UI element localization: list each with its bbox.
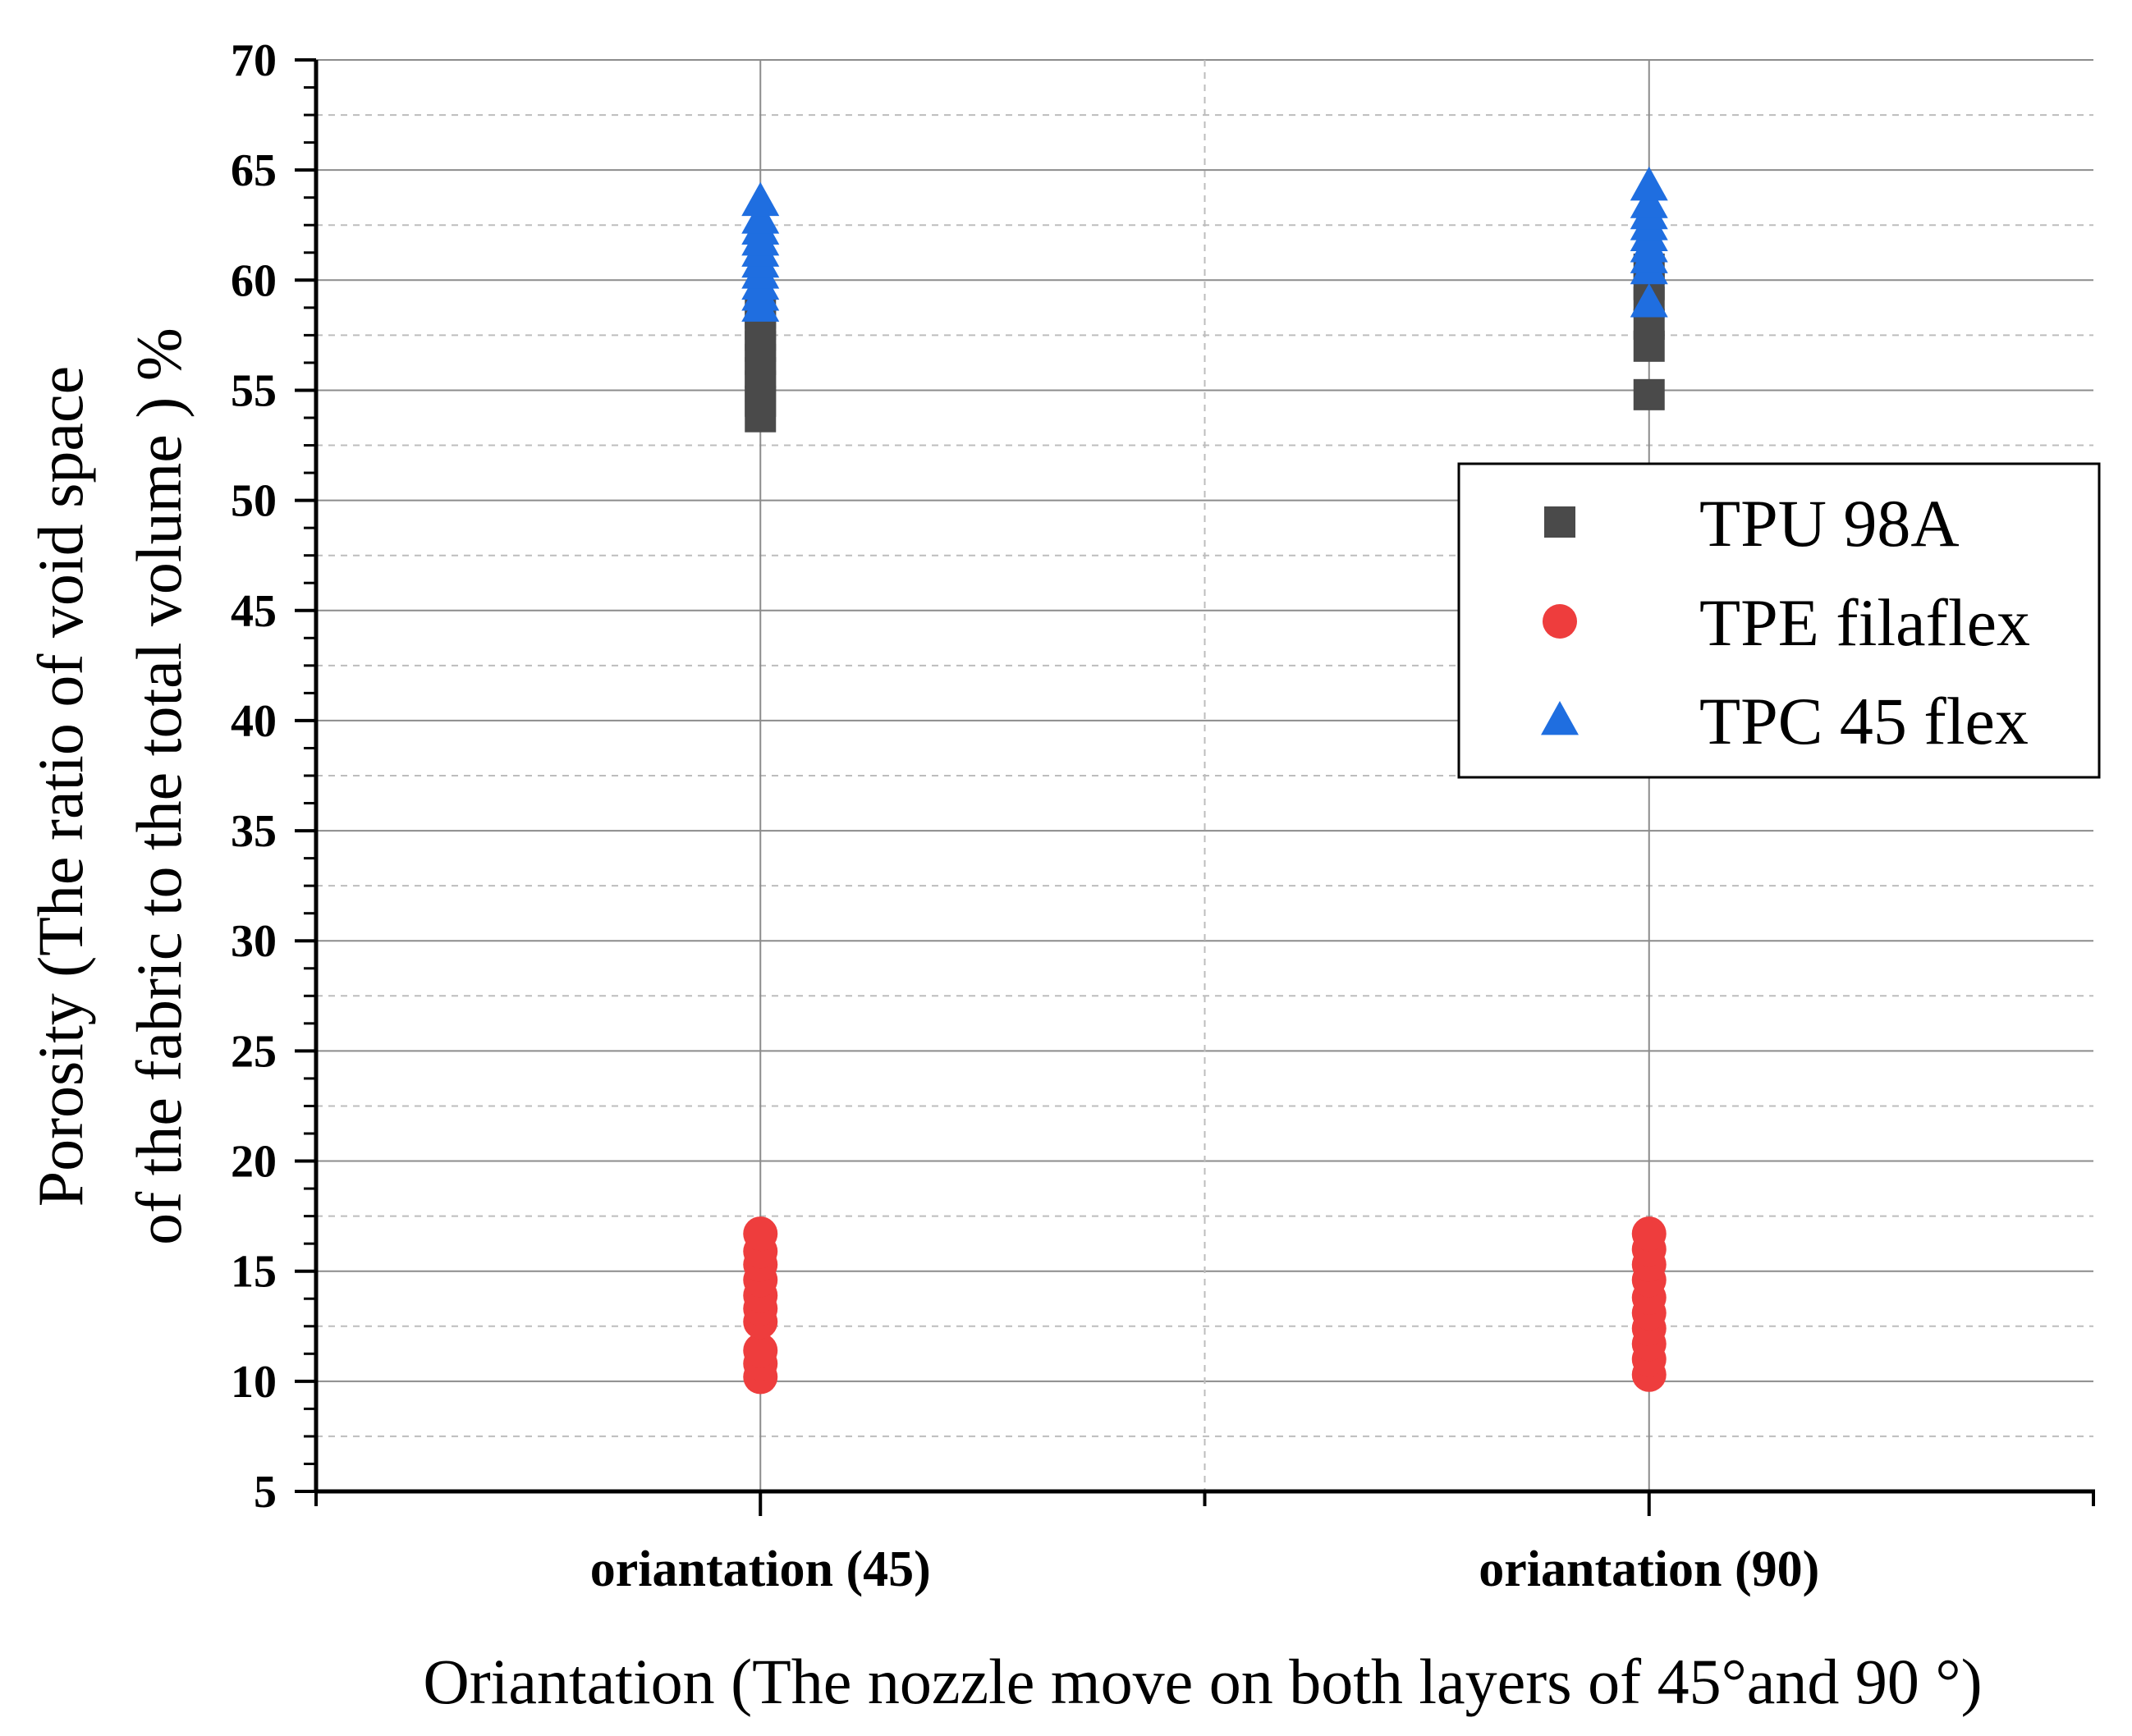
legend-label-tpc-45-flex: TPC 45 flex: [1699, 684, 2029, 758]
y-tick-label: 70: [231, 35, 277, 86]
y-tick-label: 55: [231, 365, 277, 416]
legend: TPU 98A TPE filaflex TPC 45 flex: [1457, 462, 2101, 779]
y-tick-label: 5: [254, 1467, 277, 1518]
legend-label-tpu-98a: TPU 98A: [1699, 486, 1960, 561]
legend-marker-tpc-45-flex: [1541, 701, 1579, 735]
y-tick-label: 20: [231, 1137, 277, 1188]
point-tpc-45-flex: [741, 181, 780, 217]
y-tick-label: 65: [231, 145, 277, 196]
y-axis-title-line2: of the fabric to the total volume ) %: [123, 328, 195, 1245]
y-tick-label: 50: [231, 476, 277, 527]
x-tick-label: oriantation (45): [590, 1541, 931, 1597]
y-tick-label: 40: [231, 696, 277, 747]
y-tick-label: 10: [231, 1357, 277, 1408]
legend-marker-tpu-98a: [1544, 506, 1575, 538]
point-tpc-45-flex: [1630, 166, 1668, 201]
axes: [295, 58, 2095, 1516]
x-tick-label: oriantation (90): [1479, 1541, 1819, 1597]
legend-label-tpe-filaflex: TPE filaflex: [1699, 585, 2030, 660]
data-points: [741, 166, 1668, 1395]
y-tick-label: 15: [231, 1247, 277, 1298]
point-tpu-98a: [1633, 378, 1665, 410]
y-axis-title-line1: Porosity (The ratio of void space: [25, 366, 96, 1207]
x-axis-title: Oriantation (The nozzle move on both lay…: [423, 1646, 1982, 1717]
y-tick-label: 45: [231, 586, 277, 637]
point-tpc-45-flex: [741, 199, 780, 234]
point-tpe-filaflex: [1631, 1216, 1667, 1252]
y-tick-label: 25: [231, 1026, 277, 1077]
y-tick-label: 35: [231, 806, 277, 857]
point-tpc-45-flex: [1630, 184, 1668, 218]
legend-marker-tpe-filaflex: [1543, 604, 1577, 639]
point-tpe-filaflex: [743, 1333, 778, 1368]
point-tpc-45-flex: [1630, 283, 1668, 318]
y-tick-label: 30: [231, 916, 277, 967]
point-tpe-filaflex: [743, 1216, 778, 1252]
x-ticks: oriantation (45) oriantation (90): [590, 1541, 1820, 1597]
y-tick-label: 60: [231, 255, 277, 306]
y-ticks: 5 10 15 20 25 30 35 40 45 50 55 60 65 70: [231, 35, 277, 1518]
